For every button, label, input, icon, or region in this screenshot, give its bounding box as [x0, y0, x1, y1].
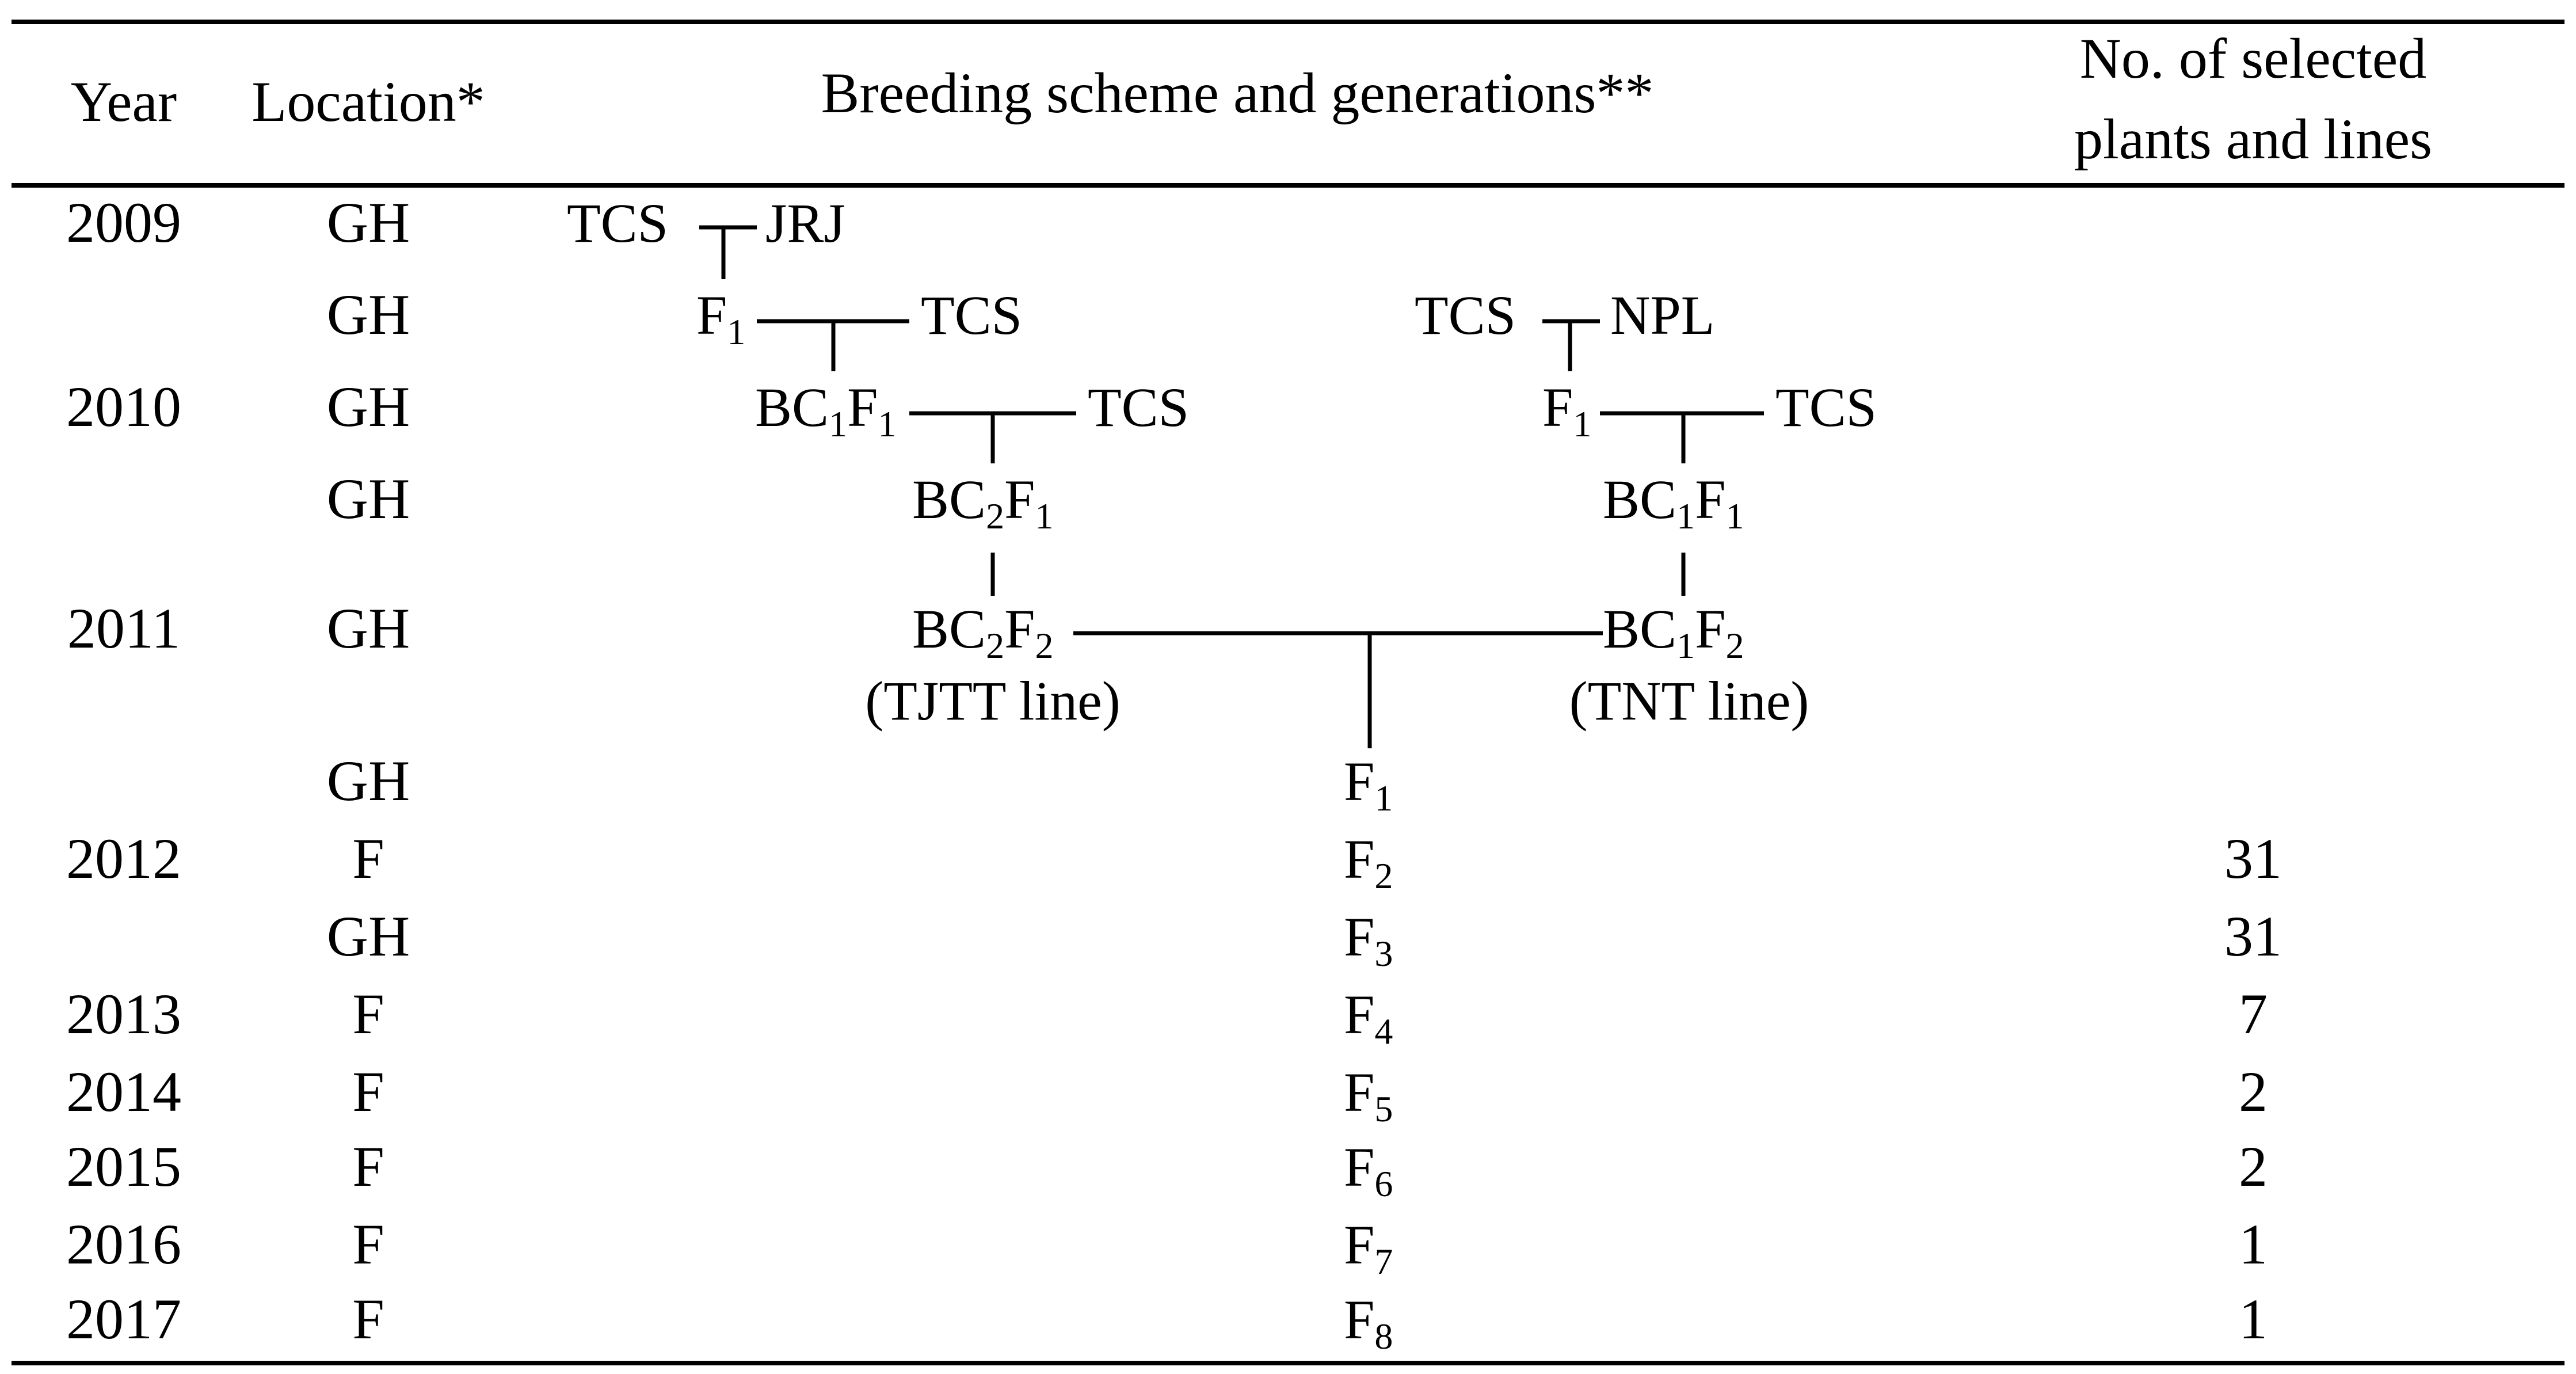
node-bc1f1-left: BC1F1 [755, 376, 896, 444]
row-year: 2010 [66, 375, 181, 439]
row-selected-count: 1 [2239, 1287, 2268, 1351]
parent-tcs-5: TCS [1775, 376, 1877, 438]
row-location: F [352, 1060, 384, 1124]
row-location: GH [327, 904, 410, 968]
generation-f7: F7 [1344, 1214, 1393, 1282]
row-location: GH [327, 749, 410, 813]
row-location: GH [327, 283, 410, 347]
row-year: 2016 [66, 1212, 181, 1276]
row-selected-count: 1 [2239, 1212, 2268, 1276]
generation-f6: F6 [1344, 1136, 1393, 1204]
row-selected-count: 2 [2239, 1060, 2268, 1124]
row-year: 2011 [67, 596, 180, 660]
row-year: 2013 [66, 982, 181, 1046]
row-location: F [352, 982, 384, 1046]
generation-chain: F1 F2 F3 F4 F5 F6 F7 F8 [1073, 631, 1603, 1357]
row-location: F [352, 1212, 384, 1276]
parent-npl: NPL [1610, 284, 1714, 346]
row-selected-count: 2 [2239, 1135, 2268, 1198]
tjtt-line-label: (TJTT line) [865, 670, 1120, 732]
node-bc1f1-right: BC1F1 [1603, 469, 1744, 536]
tnt-line-label: (TNT line) [1569, 670, 1809, 732]
generation-f2: F2 [1344, 828, 1393, 896]
right-branch: TCS NPL F1 TCS BC1F1 BC1F2 (TNT line) [1415, 284, 1877, 732]
parent-tcs-2: TCS [921, 284, 1022, 346]
row-year: 2017 [66, 1287, 181, 1351]
parent-tcs-4: TCS [1415, 284, 1516, 346]
generation-f8: F8 [1344, 1289, 1393, 1357]
node-f1-left: F1 [696, 284, 745, 352]
row-location: F [352, 1287, 384, 1351]
generation-f5: F5 [1344, 1061, 1393, 1129]
generation-f1: F1 [1344, 751, 1393, 819]
generation-f4: F4 [1344, 984, 1393, 1052]
generation-f3: F3 [1344, 906, 1393, 974]
row-selected-column: 31 31 7 2 2 1 1 [2224, 827, 2282, 1351]
row-year-column: 2009 2010 2011 2012 2013 2014 2015 2016 … [66, 191, 181, 1351]
row-year: 2009 [66, 191, 181, 254]
left-branch: TCS JRJ F1 TCS BC1F1 TCS BC2F1 BC2F2 (TJ… [567, 192, 1189, 732]
parent-jrj: JRJ [765, 192, 845, 254]
row-selected-count: 7 [2239, 982, 2268, 1046]
header-selected-line2: plants and lines [2074, 107, 2432, 171]
node-bc1f2: BC1F2 [1603, 598, 1744, 666]
node-bc2f1: BC2F1 [912, 469, 1053, 536]
row-location: GH [327, 596, 410, 660]
row-location: GH [327, 467, 410, 531]
row-location: GH [327, 375, 410, 439]
parent-tcs-1: TCS [567, 192, 668, 254]
row-location: F [352, 827, 384, 890]
row-year: 2012 [66, 827, 181, 890]
row-selected-count: 31 [2224, 904, 2282, 968]
row-year: 2015 [66, 1135, 181, 1198]
node-f1-right: F1 [1542, 376, 1591, 444]
header-year: Year [71, 70, 177, 134]
node-bc2f2: BC2F2 [912, 598, 1053, 666]
row-location-column: GH GH GH GH GH GH F GH F F F F F [327, 191, 410, 1351]
header-selected-line1: No. of selected [2080, 26, 2427, 90]
header-location: Location* [251, 70, 485, 134]
row-location: F [352, 1135, 384, 1198]
row-year: 2014 [66, 1060, 181, 1124]
row-location: GH [327, 191, 410, 254]
header-scheme: Breeding scheme and generations** [821, 61, 1654, 125]
parent-tcs-3: TCS [1088, 376, 1189, 438]
row-selected-count: 31 [2224, 827, 2282, 890]
